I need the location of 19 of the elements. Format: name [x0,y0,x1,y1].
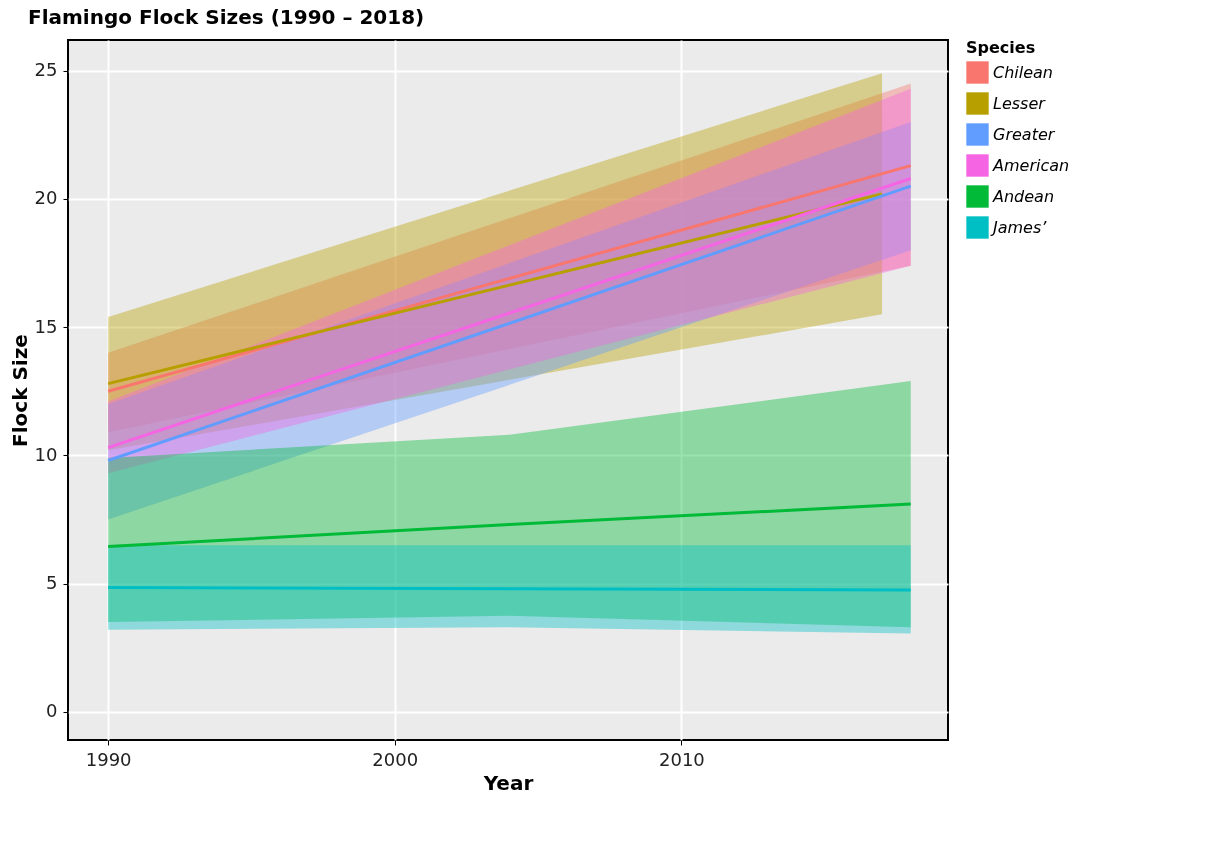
x-tick-label: 2010 [659,748,705,770]
y-axis-title: Flock Size [7,334,32,447]
y-tick-label: 20 [34,187,58,209]
chart-title: Flamingo Flock Sizes (1990 – 2018) [28,5,425,29]
legend-label: American [992,155,1070,175]
legend-label: Andean [992,186,1055,206]
legend-label: Lesser [993,93,1047,113]
legend-label: Chilean [993,62,1053,82]
y-tick-label: 25 [34,59,58,81]
y-tick-label: 5 [46,572,58,594]
x-tick-label: 2000 [372,748,419,770]
y-tick-label: 10 [34,443,58,465]
x-axis-title: Year [482,770,534,795]
y-tick-label: 15 [34,315,58,337]
x-tick-label: 1990 [85,748,132,770]
legend-label: Greater [993,124,1056,144]
legend-label: James’ [990,217,1048,237]
legend-title: Species [966,38,1036,57]
y-tick-label: 0 [46,700,58,722]
